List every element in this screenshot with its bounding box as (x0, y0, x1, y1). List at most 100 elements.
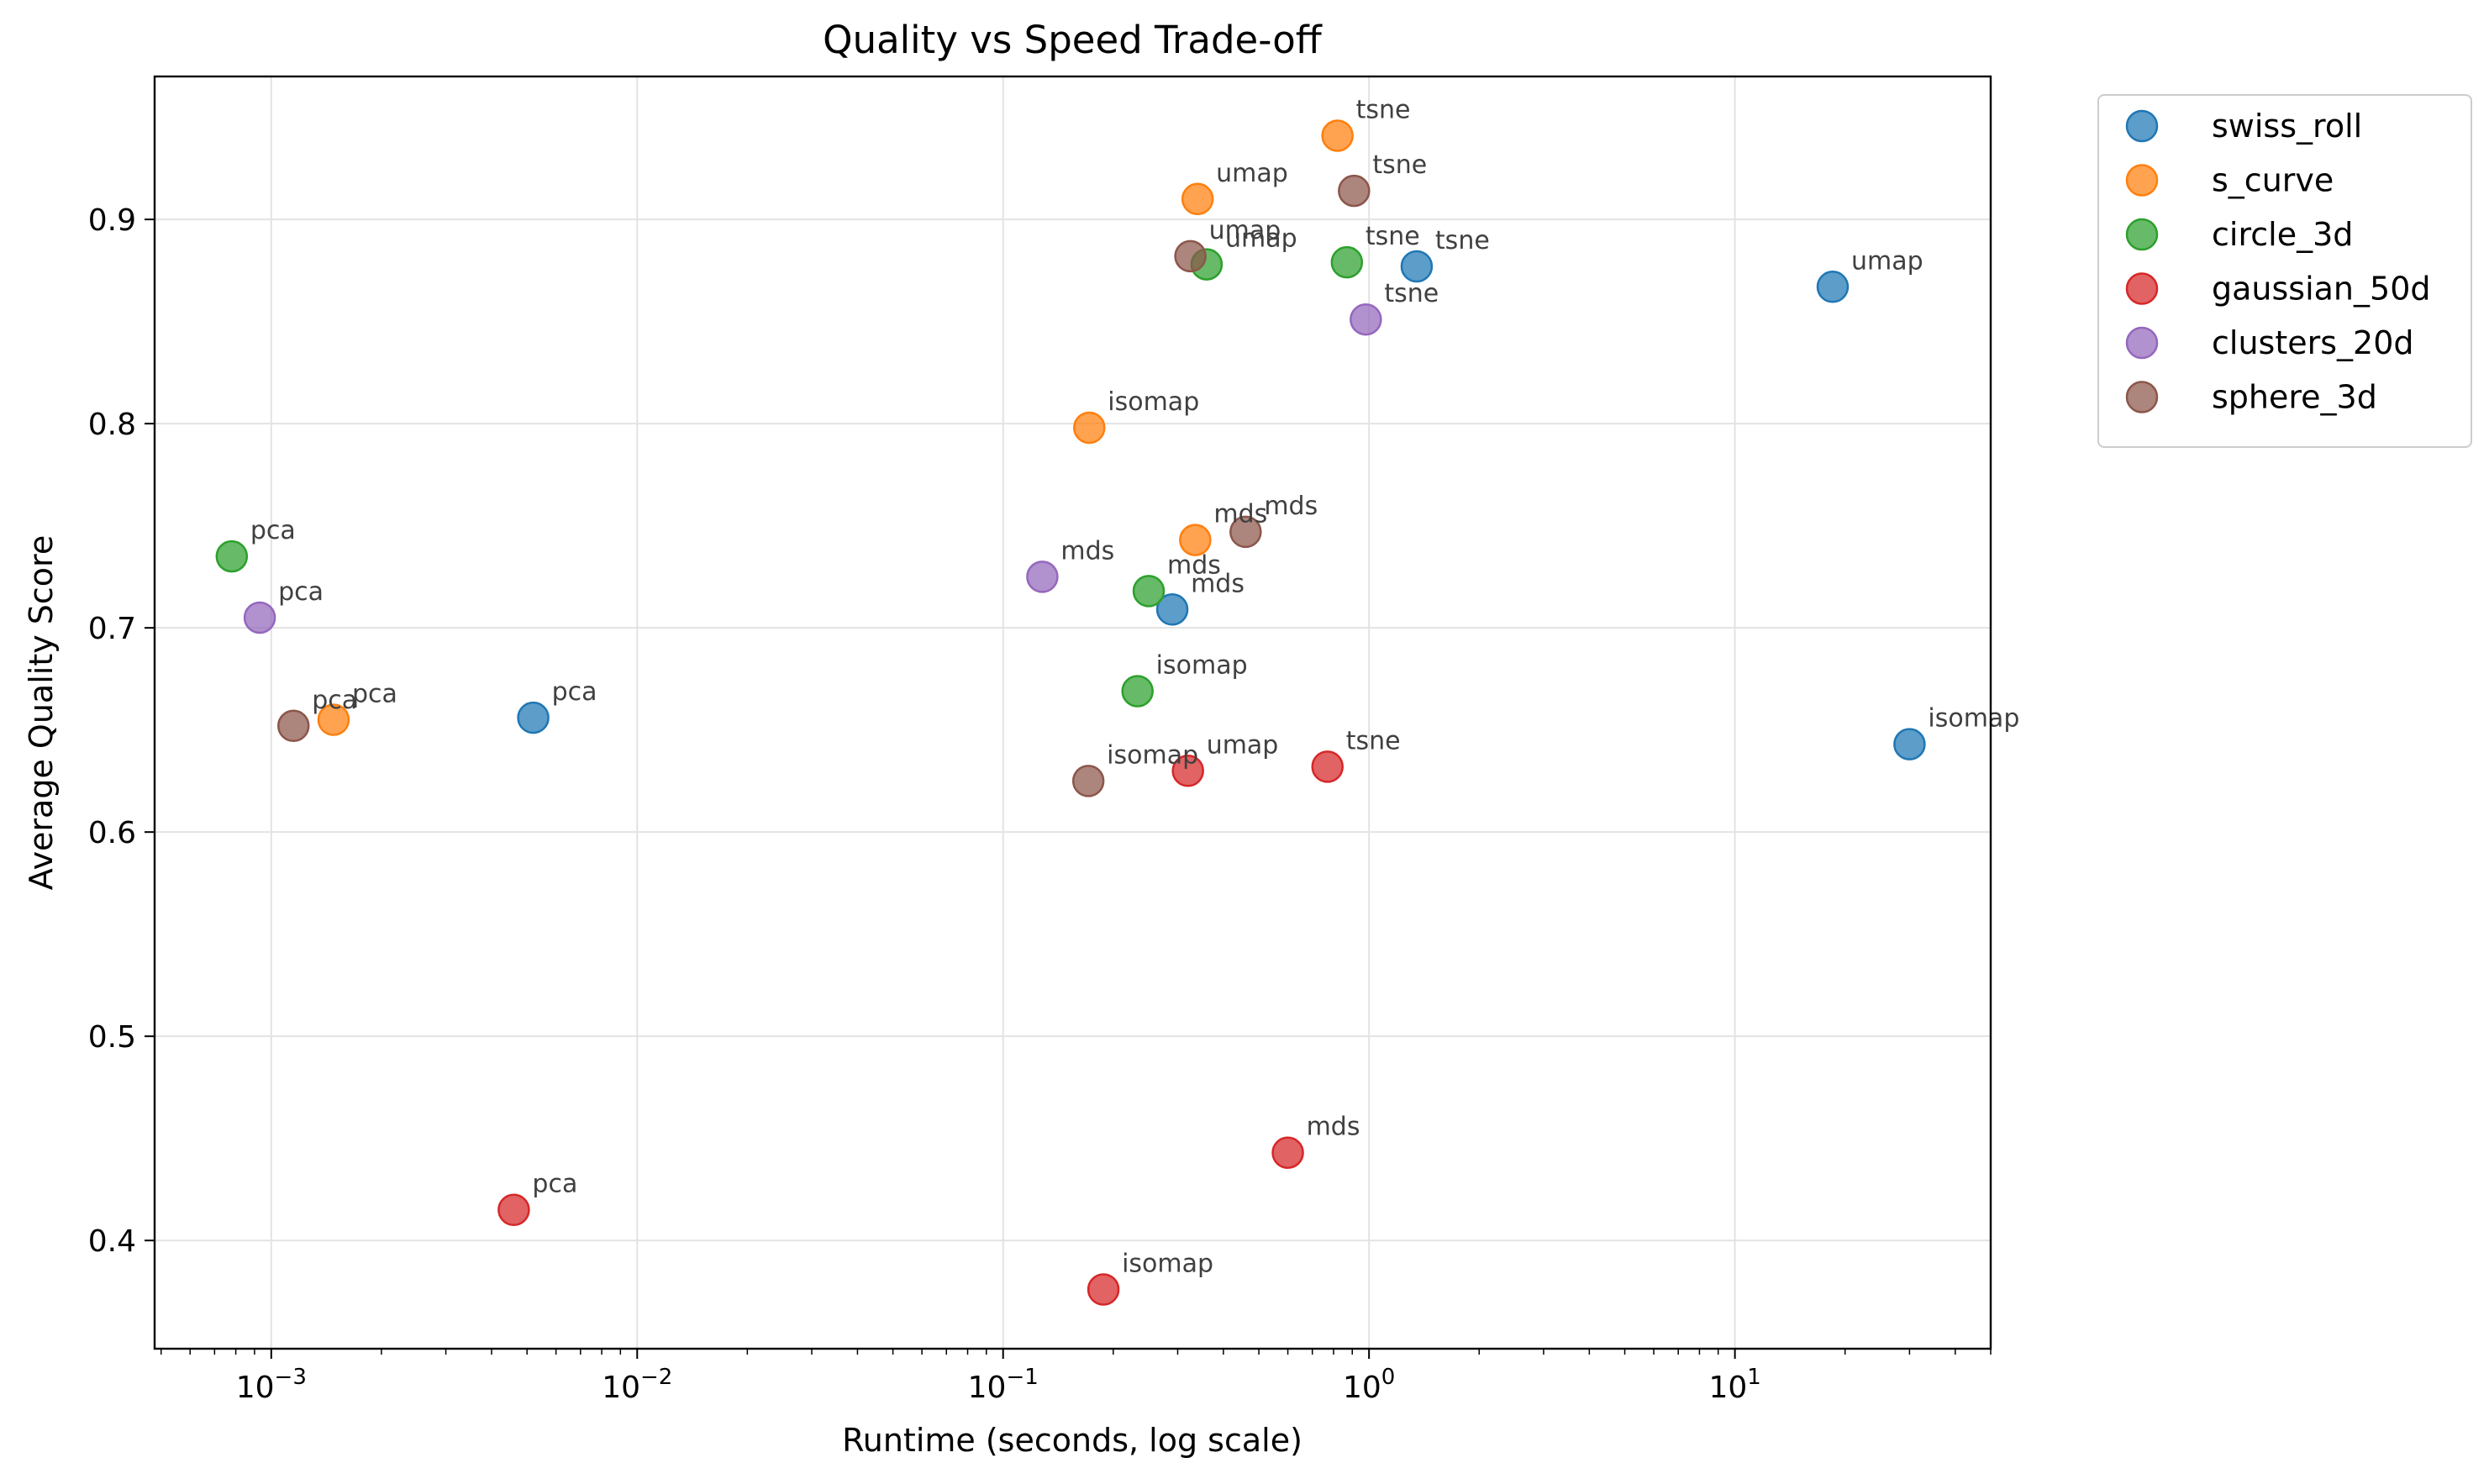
point-label: isomap (1156, 650, 1248, 680)
y-tick-label: 0.8 (88, 408, 136, 442)
x-tick-label-base: 10 (236, 1371, 275, 1405)
point-label: umap (1225, 224, 1297, 254)
point-circle_3d-tsne (1330, 245, 1364, 279)
point-gaussian_50d-mds (1271, 1136, 1304, 1169)
x-tick-label: 10−2 (602, 1365, 672, 1405)
legend-label: clusters_20d (2212, 324, 2414, 361)
point-label: mds (1167, 550, 1221, 580)
point-swiss_roll-pca (517, 701, 550, 734)
point-clusters_20d-tsne (1350, 303, 1382, 336)
legend-label: s_curve (2212, 162, 2334, 199)
legend-marker-circle_3d (2125, 218, 2159, 251)
point-label: mds (1213, 500, 1267, 529)
point-swiss_roll-mds (1155, 593, 1189, 626)
plot-area-frame (153, 75, 1992, 1350)
point-label: umap (1209, 216, 1281, 245)
x-tick-label: 10−1 (968, 1365, 1039, 1405)
legend-label: sphere_3d (2212, 379, 2377, 416)
point-label: tsne (1346, 726, 1401, 755)
point-swiss_roll-tsne (1400, 250, 1434, 283)
point-label: mds (1191, 569, 1244, 598)
point-sphere_3d-umap (1174, 239, 1207, 273)
legend-box (2097, 94, 2472, 448)
legend-label: circle_3d (2212, 216, 2353, 253)
point-clusters_20d-pca (243, 601, 276, 634)
x-tick-label-base: 10 (1343, 1371, 1381, 1405)
legend-marker-sphere_3d (2125, 381, 2159, 413)
x-tick-label-base: 10 (602, 1371, 640, 1405)
point-label: tsne (1356, 95, 1411, 124)
point-label: pca (250, 516, 296, 545)
x-tick-label-exponent: −1 (1006, 1365, 1038, 1390)
point-label: mds (1060, 536, 1114, 566)
point-sphere_3d-tsne (1338, 174, 1371, 208)
y-tick-label: 0.4 (88, 1224, 136, 1259)
x-tick-label-base: 10 (1708, 1371, 1747, 1405)
x-tick-label-exponent: 0 (1381, 1365, 1396, 1390)
point-gaussian_50d-umap (1171, 755, 1204, 787)
grid-lines (155, 76, 1991, 1349)
y-tick-label: 0.6 (88, 816, 136, 850)
point-s_curve-mds (1179, 524, 1212, 556)
data-points (215, 119, 1926, 1306)
point-label: isomap (1928, 704, 2019, 734)
point-labels: pca mds tsne umap isomap pca isomap mds umap tsne… (250, 95, 2020, 1278)
point-sphere_3d-mds (1229, 515, 1262, 549)
point-label: isomap (1122, 1250, 1213, 1279)
point-label: pca (352, 680, 397, 709)
legend-label: swiss_roll (2212, 108, 2362, 145)
x-tick-label-exponent: 1 (1747, 1365, 1761, 1390)
legend-marker-clusters_20d (2125, 326, 2159, 360)
x-tick-label-exponent: −2 (640, 1365, 672, 1390)
y-tick-label: 0.9 (88, 203, 136, 238)
point-circle_3d-isomap (1121, 675, 1154, 708)
point-label: tsne (1435, 226, 1490, 255)
x-tick-label-base: 10 (968, 1371, 1007, 1405)
point-label: isomap (1108, 387, 1199, 417)
point-circle_3d-mds (1132, 575, 1166, 608)
point-s_curve-tsne (1321, 119, 1354, 152)
point-label: umap (1216, 159, 1288, 188)
y-axis-label: Average Quality Score (23, 535, 60, 890)
point-label: isomap (1107, 740, 1198, 770)
point-label: tsne (1366, 222, 1420, 251)
point-s_curve-isomap (1073, 411, 1106, 445)
x-axis-label: Runtime (seconds, log scale) (842, 1422, 1302, 1459)
point-gaussian_50d-pca (497, 1193, 530, 1226)
point-label: pca (532, 1170, 577, 1199)
point-gaussian_50d-tsne (1311, 750, 1344, 783)
x-tick-label: 100 (1343, 1365, 1395, 1405)
point-swiss_roll-umap (1816, 271, 1850, 303)
y-tick-label: 0.7 (88, 612, 136, 646)
legend-marker-swiss_roll (2125, 109, 2159, 143)
x-tick-label-exponent: −3 (275, 1365, 307, 1390)
point-s_curve-umap (1181, 182, 1214, 216)
point-label: pca (552, 677, 597, 707)
point-clusters_20d-mds (1026, 560, 1059, 593)
legend-marker-gaussian_50d (2125, 272, 2159, 305)
point-label: tsne (1384, 279, 1439, 308)
chart-title: Quality vs Speed Trade-off (823, 18, 1323, 62)
point-label: pca (312, 686, 357, 715)
legend-marker-s_curve (2125, 164, 2159, 197)
point-label: mds (1307, 1113, 1360, 1142)
point-sphere_3d-isomap (1071, 765, 1105, 797)
point-swiss_roll-isomap (1893, 728, 1926, 760)
point-gaussian_50d-isomap (1087, 1273, 1120, 1306)
point-label: mds (1264, 492, 1318, 521)
legend-label: gaussian_50d (2212, 271, 2431, 308)
point-label: umap (1851, 246, 1923, 276)
x-tick-label: 10−3 (236, 1365, 307, 1405)
point-sphere_3d-pca (276, 709, 310, 743)
x-tick-label: 101 (1708, 1365, 1760, 1405)
point-label: pca (278, 577, 324, 607)
point-label: umap (1207, 730, 1279, 760)
point-circle_3d-pca (215, 539, 249, 573)
y-tick-label: 0.5 (88, 1020, 136, 1055)
point-label: tsne (1372, 150, 1427, 180)
point-s_curve-pca (317, 703, 350, 736)
legend: swiss_roll s_curve circle_3d gaussian_50dcl… (2097, 94, 2472, 448)
